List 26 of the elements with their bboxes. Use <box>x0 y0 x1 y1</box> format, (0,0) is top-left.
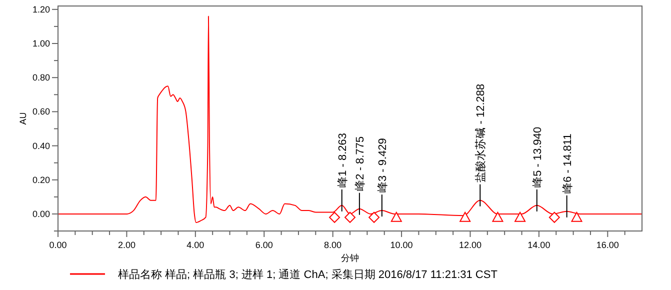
x-tick-label: 2.00 <box>118 240 136 250</box>
x-tick-label: 10.00 <box>390 240 413 250</box>
y-axis-title: AU <box>18 112 28 125</box>
x-axis-title: 分钟 <box>341 253 359 263</box>
x-tick-label: 14.00 <box>528 240 550 250</box>
x-tick-label: 12.00 <box>458 240 482 250</box>
x-tick-label: 16.00 <box>596 240 619 250</box>
y-tick-label: 1.20 <box>32 4 50 14</box>
x-tick-label: 4.00 <box>186 240 204 250</box>
annotation: 盐酸水苏碱 - 12.288 <box>474 84 488 182</box>
line-series <box>58 16 642 223</box>
annotation: 峰1 - 8.263 <box>336 133 349 188</box>
annotation: 峰2 - 8.775 <box>354 136 366 191</box>
annotation: 峰5 - 13.940 <box>532 126 544 188</box>
y-tick-label: 0.00 <box>32 208 50 219</box>
y-tick-label: 0.40 <box>32 140 50 151</box>
y-tick-label: 0.80 <box>32 72 50 83</box>
legend-label: 样品名称 样品; 样品瓶 3; 进样 1; 通道 ChA; 采集日期 2016/8/17 11:21:31 CST <box>118 268 498 281</box>
x-tick-label: 6.00 <box>255 240 273 250</box>
annotation: 峰6 - 14.811 <box>562 134 574 194</box>
x-tick-label: 8.00 <box>324 240 342 250</box>
x-tick-label: 0.00 <box>49 240 67 250</box>
y-tick-label: 0.60 <box>32 106 50 117</box>
annotation: 峰3 - 9.429 <box>376 138 389 193</box>
y-tick-label: 0.20 <box>32 174 50 185</box>
y-tick-label: 1.00 <box>32 38 50 48</box>
